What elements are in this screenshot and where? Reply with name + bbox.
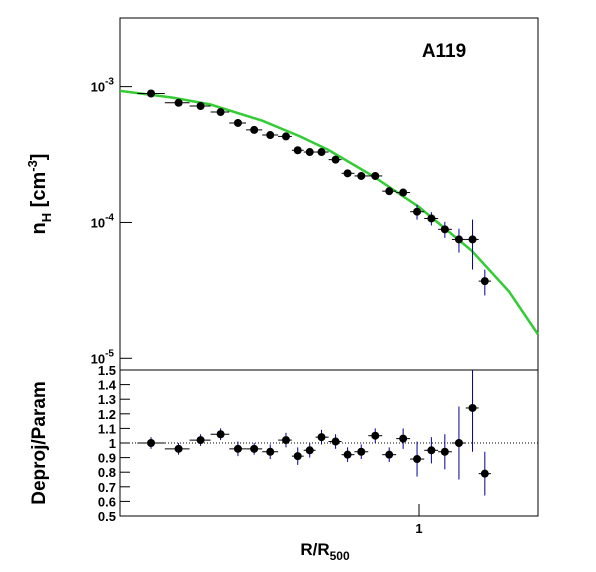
label-end: ] — [28, 154, 50, 161]
label-mid: [cm — [28, 172, 50, 213]
label-main: n — [28, 222, 50, 234]
data-point — [174, 98, 183, 107]
data-point — [427, 214, 436, 223]
data-point — [343, 169, 352, 178]
data-point — [440, 225, 449, 234]
data-point — [331, 437, 340, 446]
y-tick-label: 10-3 — [91, 77, 115, 95]
data-point — [399, 434, 408, 443]
data-point — [371, 171, 380, 180]
data-point — [427, 446, 436, 455]
data-point — [317, 433, 326, 442]
tick-base: 10 — [91, 80, 105, 95]
label-sub: H — [39, 213, 54, 222]
y-tick-label: 1.1 — [98, 421, 116, 436]
data-point — [233, 118, 242, 127]
y-tick-label: 0.6 — [98, 494, 116, 509]
data-point — [440, 447, 449, 456]
data-point — [331, 155, 340, 164]
data-point — [357, 447, 366, 456]
data-point — [266, 131, 275, 140]
data-point — [357, 171, 366, 180]
y-tick-label: 0.8 — [98, 465, 116, 480]
y-tick-label: 1 — [109, 436, 116, 451]
data-point — [468, 235, 477, 244]
data-point — [174, 444, 183, 453]
data-point — [293, 452, 302, 461]
data-point — [454, 235, 463, 244]
data-point — [250, 444, 259, 453]
tick-base: 10 — [91, 351, 105, 366]
data-point — [371, 431, 380, 440]
y-tick-label: 0.7 — [98, 480, 116, 495]
tick-exp: -4 — [105, 212, 114, 223]
y-tick-label: 0.9 — [98, 451, 116, 466]
data-point — [281, 436, 290, 445]
data-point — [281, 132, 290, 141]
data-point — [216, 430, 225, 439]
data-point — [480, 277, 489, 286]
data-point — [343, 450, 352, 459]
data-point — [468, 403, 477, 412]
y-tick-label: 1.2 — [98, 407, 116, 422]
chart-title: A119 — [422, 41, 466, 62]
y-axis-label: Deproj/Param — [29, 381, 50, 505]
data-point — [196, 436, 205, 445]
data-point — [266, 447, 275, 456]
data-point — [413, 207, 422, 216]
data-point — [250, 125, 259, 134]
data-point — [196, 101, 205, 110]
y-axis-label: nH [cm-3] — [25, 154, 54, 235]
y-tick-label: 10-4 — [91, 212, 115, 230]
data-point — [454, 439, 463, 447]
data-point — [233, 444, 242, 453]
data-point — [399, 188, 408, 197]
y-tick-label: 1.3 — [98, 392, 116, 407]
model-curve — [119, 89, 540, 336]
y-tick-label: 1.4 — [98, 378, 117, 393]
data-point — [305, 446, 314, 455]
label-sup: -3 — [25, 160, 40, 172]
data-point — [480, 469, 489, 478]
data-point — [385, 187, 394, 196]
label-main: R/R — [300, 540, 329, 559]
x-tick-label: 1 — [415, 521, 422, 536]
data-point — [305, 148, 314, 157]
tick-base: 10 — [91, 215, 105, 230]
y-tick-label: 10-5 — [91, 348, 115, 366]
data-point — [293, 146, 302, 155]
x-axis-label: R/R500 — [300, 540, 350, 563]
label-sub: 500 — [330, 549, 350, 563]
data-point — [216, 108, 225, 117]
data-point — [147, 439, 156, 447]
data-point — [317, 148, 326, 157]
data-point — [147, 89, 156, 98]
tick-exp: -3 — [105, 77, 114, 88]
tick-exp: -5 — [105, 348, 114, 359]
y-tick-label: 1.5 — [98, 363, 116, 378]
data-point — [385, 450, 394, 459]
data-point — [413, 455, 422, 464]
y-tick-label: 0.5 — [98, 509, 116, 524]
